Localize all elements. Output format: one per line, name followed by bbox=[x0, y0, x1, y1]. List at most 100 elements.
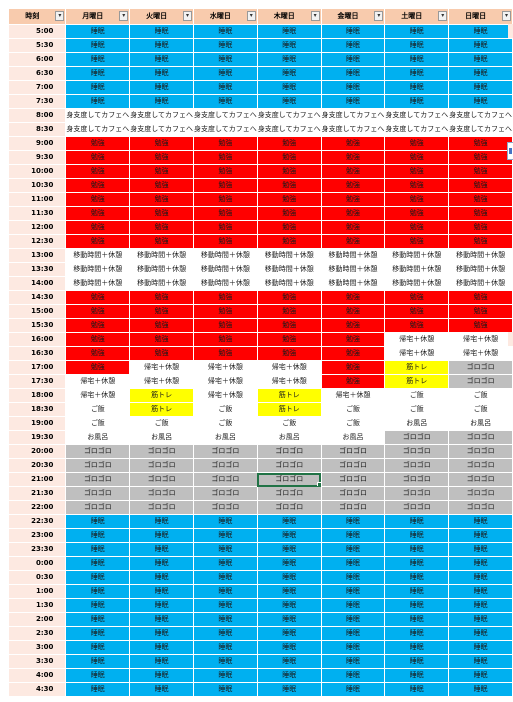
schedule-cell[interactable]: 睡眠 bbox=[320, 38, 386, 53]
time-cell[interactable]: 2:30 bbox=[7, 626, 67, 641]
schedule-cell[interactable]: 移動時間＋休憩 bbox=[129, 276, 195, 291]
schedule-cell[interactable]: ゴロゴロ bbox=[384, 444, 450, 459]
schedule-cell[interactable]: 睡眠 bbox=[256, 542, 322, 557]
schedule-cell[interactable]: お風呂 bbox=[129, 430, 195, 445]
filter-dropdown-icon[interactable]: ▾ bbox=[438, 11, 448, 21]
schedule-cell[interactable]: 睡眠 bbox=[320, 66, 386, 81]
schedule-cell[interactable]: 睡眠 bbox=[129, 38, 195, 53]
schedule-cell[interactable]: 移動時間＋休憩 bbox=[256, 248, 322, 263]
time-cell[interactable]: 19:30 bbox=[7, 430, 67, 445]
schedule-cell[interactable]: 睡眠 bbox=[384, 542, 450, 557]
time-cell[interactable]: 3:30 bbox=[7, 654, 67, 669]
schedule-cell[interactable]: 睡眠 bbox=[65, 24, 131, 39]
schedule-cell[interactable]: 勉強 bbox=[320, 360, 386, 375]
time-cell[interactable]: 6:30 bbox=[7, 66, 67, 81]
time-cell[interactable]: 1:30 bbox=[7, 598, 67, 613]
schedule-cell[interactable]: 睡眠 bbox=[448, 80, 513, 95]
schedule-cell[interactable]: 睡眠 bbox=[65, 612, 131, 627]
schedule-cell[interactable]: 移動時間＋休憩 bbox=[320, 276, 386, 291]
time-cell[interactable]: 16:30 bbox=[7, 346, 67, 361]
schedule-cell[interactable]: 筋トレ bbox=[256, 388, 322, 403]
schedule-cell[interactable]: 睡眠 bbox=[129, 542, 195, 557]
schedule-cell[interactable]: 睡眠 bbox=[193, 542, 258, 557]
schedule-cell[interactable]: 勉強 bbox=[256, 178, 322, 193]
schedule-cell[interactable]: 睡眠 bbox=[256, 612, 322, 627]
schedule-cell[interactable]: 睡眠 bbox=[384, 80, 450, 95]
time-cell[interactable]: 10:00 bbox=[7, 164, 67, 179]
schedule-cell[interactable]: 移動時間＋休憩 bbox=[256, 262, 322, 277]
schedule-cell[interactable]: 睡眠 bbox=[129, 570, 195, 585]
time-cell[interactable]: 11:30 bbox=[7, 206, 67, 221]
schedule-cell[interactable]: 勉強 bbox=[384, 290, 450, 305]
schedule-cell[interactable]: 睡眠 bbox=[65, 94, 131, 109]
schedule-cell[interactable]: 睡眠 bbox=[384, 668, 450, 683]
schedule-cell[interactable]: 睡眠 bbox=[320, 654, 386, 669]
schedule-cell[interactable]: 睡眠 bbox=[384, 66, 450, 81]
schedule-cell[interactable]: 睡眠 bbox=[129, 52, 195, 67]
schedule-cell[interactable]: 勉強 bbox=[193, 192, 258, 207]
schedule-cell[interactable]: 睡眠 bbox=[448, 66, 513, 81]
schedule-cell[interactable]: 勉強 bbox=[320, 318, 386, 333]
schedule-cell[interactable]: 勉強 bbox=[320, 290, 386, 305]
schedule-cell[interactable]: 勉強 bbox=[256, 346, 322, 361]
schedule-cell[interactable]: ゴロゴロ bbox=[384, 430, 450, 445]
schedule-cell[interactable]: 帰宅＋休憩 bbox=[193, 374, 258, 389]
schedule-cell[interactable]: 筋トレ bbox=[129, 402, 195, 417]
schedule-cell[interactable]: ご飯 bbox=[193, 402, 258, 417]
schedule-cell[interactable]: 勉強 bbox=[448, 178, 513, 193]
time-cell[interactable]: 11:00 bbox=[7, 192, 67, 207]
schedule-cell[interactable]: 睡眠 bbox=[448, 94, 513, 109]
schedule-cell[interactable]: 勉強 bbox=[384, 192, 450, 207]
schedule-cell[interactable]: 身支度してカフェへ bbox=[448, 122, 513, 137]
schedule-cell[interactable]: ゴロゴロ bbox=[65, 500, 131, 515]
schedule-cell[interactable]: 睡眠 bbox=[193, 52, 258, 67]
schedule-cell[interactable]: 睡眠 bbox=[193, 528, 258, 543]
side-panel-toggle-icon[interactable] bbox=[507, 142, 513, 160]
schedule-cell[interactable]: 帰宅＋休憩 bbox=[65, 388, 131, 403]
schedule-cell[interactable]: 睡眠 bbox=[256, 80, 322, 95]
time-cell[interactable]: 3:00 bbox=[7, 640, 67, 655]
schedule-cell[interactable]: 勉強 bbox=[320, 332, 386, 347]
schedule-cell[interactable]: ゴロゴロ bbox=[384, 458, 450, 473]
schedule-cell[interactable]: 移動時間＋休憩 bbox=[193, 262, 258, 277]
schedule-cell[interactable]: 帰宅＋休憩 bbox=[129, 374, 195, 389]
schedule-cell[interactable]: ご飯 bbox=[384, 402, 450, 417]
schedule-cell[interactable]: 帰宅＋休憩 bbox=[448, 332, 513, 347]
schedule-cell[interactable]: 身支度してカフェへ bbox=[448, 108, 513, 123]
schedule-cell[interactable]: 睡眠 bbox=[320, 514, 386, 529]
schedule-cell[interactable]: 勉強 bbox=[193, 206, 258, 221]
schedule-cell[interactable]: 睡眠 bbox=[320, 94, 386, 109]
schedule-cell[interactable]: ゴロゴロ bbox=[448, 430, 513, 445]
schedule-cell[interactable]: 身支度してカフェへ bbox=[129, 122, 195, 137]
schedule-cell[interactable]: 睡眠 bbox=[384, 24, 450, 39]
schedule-cell[interactable]: ゴロゴロ bbox=[384, 472, 450, 487]
schedule-cell[interactable]: 勉強 bbox=[320, 304, 386, 319]
schedule-cell[interactable]: ゴロゴロ bbox=[193, 500, 258, 515]
schedule-cell[interactable]: 勉強 bbox=[193, 178, 258, 193]
schedule-cell[interactable]: 睡眠 bbox=[129, 94, 195, 109]
schedule-cell[interactable]: 睡眠 bbox=[384, 612, 450, 627]
time-cell[interactable]: 9:30 bbox=[7, 150, 67, 165]
schedule-cell[interactable]: ゴロゴロ bbox=[384, 500, 450, 515]
schedule-cell[interactable]: 移動時間＋休憩 bbox=[448, 276, 513, 291]
schedule-cell[interactable]: 睡眠 bbox=[256, 556, 322, 571]
schedule-cell[interactable]: 勉強 bbox=[448, 318, 513, 333]
schedule-cell[interactable]: 睡眠 bbox=[384, 682, 450, 697]
schedule-cell[interactable]: 勉強 bbox=[256, 290, 322, 305]
schedule-cell[interactable]: 睡眠 bbox=[256, 38, 322, 53]
schedule-cell[interactable]: 睡眠 bbox=[256, 654, 322, 669]
schedule-cell[interactable]: 睡眠 bbox=[256, 640, 322, 655]
schedule-cell[interactable]: ゴロゴロ bbox=[256, 444, 322, 459]
schedule-cell[interactable]: 睡眠 bbox=[193, 640, 258, 655]
schedule-cell[interactable]: 睡眠 bbox=[193, 598, 258, 613]
filter-dropdown-icon[interactable]: ▾ bbox=[246, 11, 256, 21]
schedule-cell[interactable]: 睡眠 bbox=[448, 626, 513, 641]
schedule-cell[interactable]: 睡眠 bbox=[193, 654, 258, 669]
schedule-cell[interactable]: お風呂 bbox=[448, 416, 513, 431]
schedule-cell[interactable]: 睡眠 bbox=[384, 52, 450, 67]
schedule-cell[interactable]: お風呂 bbox=[193, 430, 258, 445]
schedule-cell[interactable]: 勉強 bbox=[448, 304, 513, 319]
schedule-cell[interactable]: 身支度してカフェへ bbox=[256, 122, 322, 137]
schedule-cell[interactable]: 睡眠 bbox=[193, 38, 258, 53]
schedule-cell[interactable]: 睡眠 bbox=[320, 682, 386, 697]
